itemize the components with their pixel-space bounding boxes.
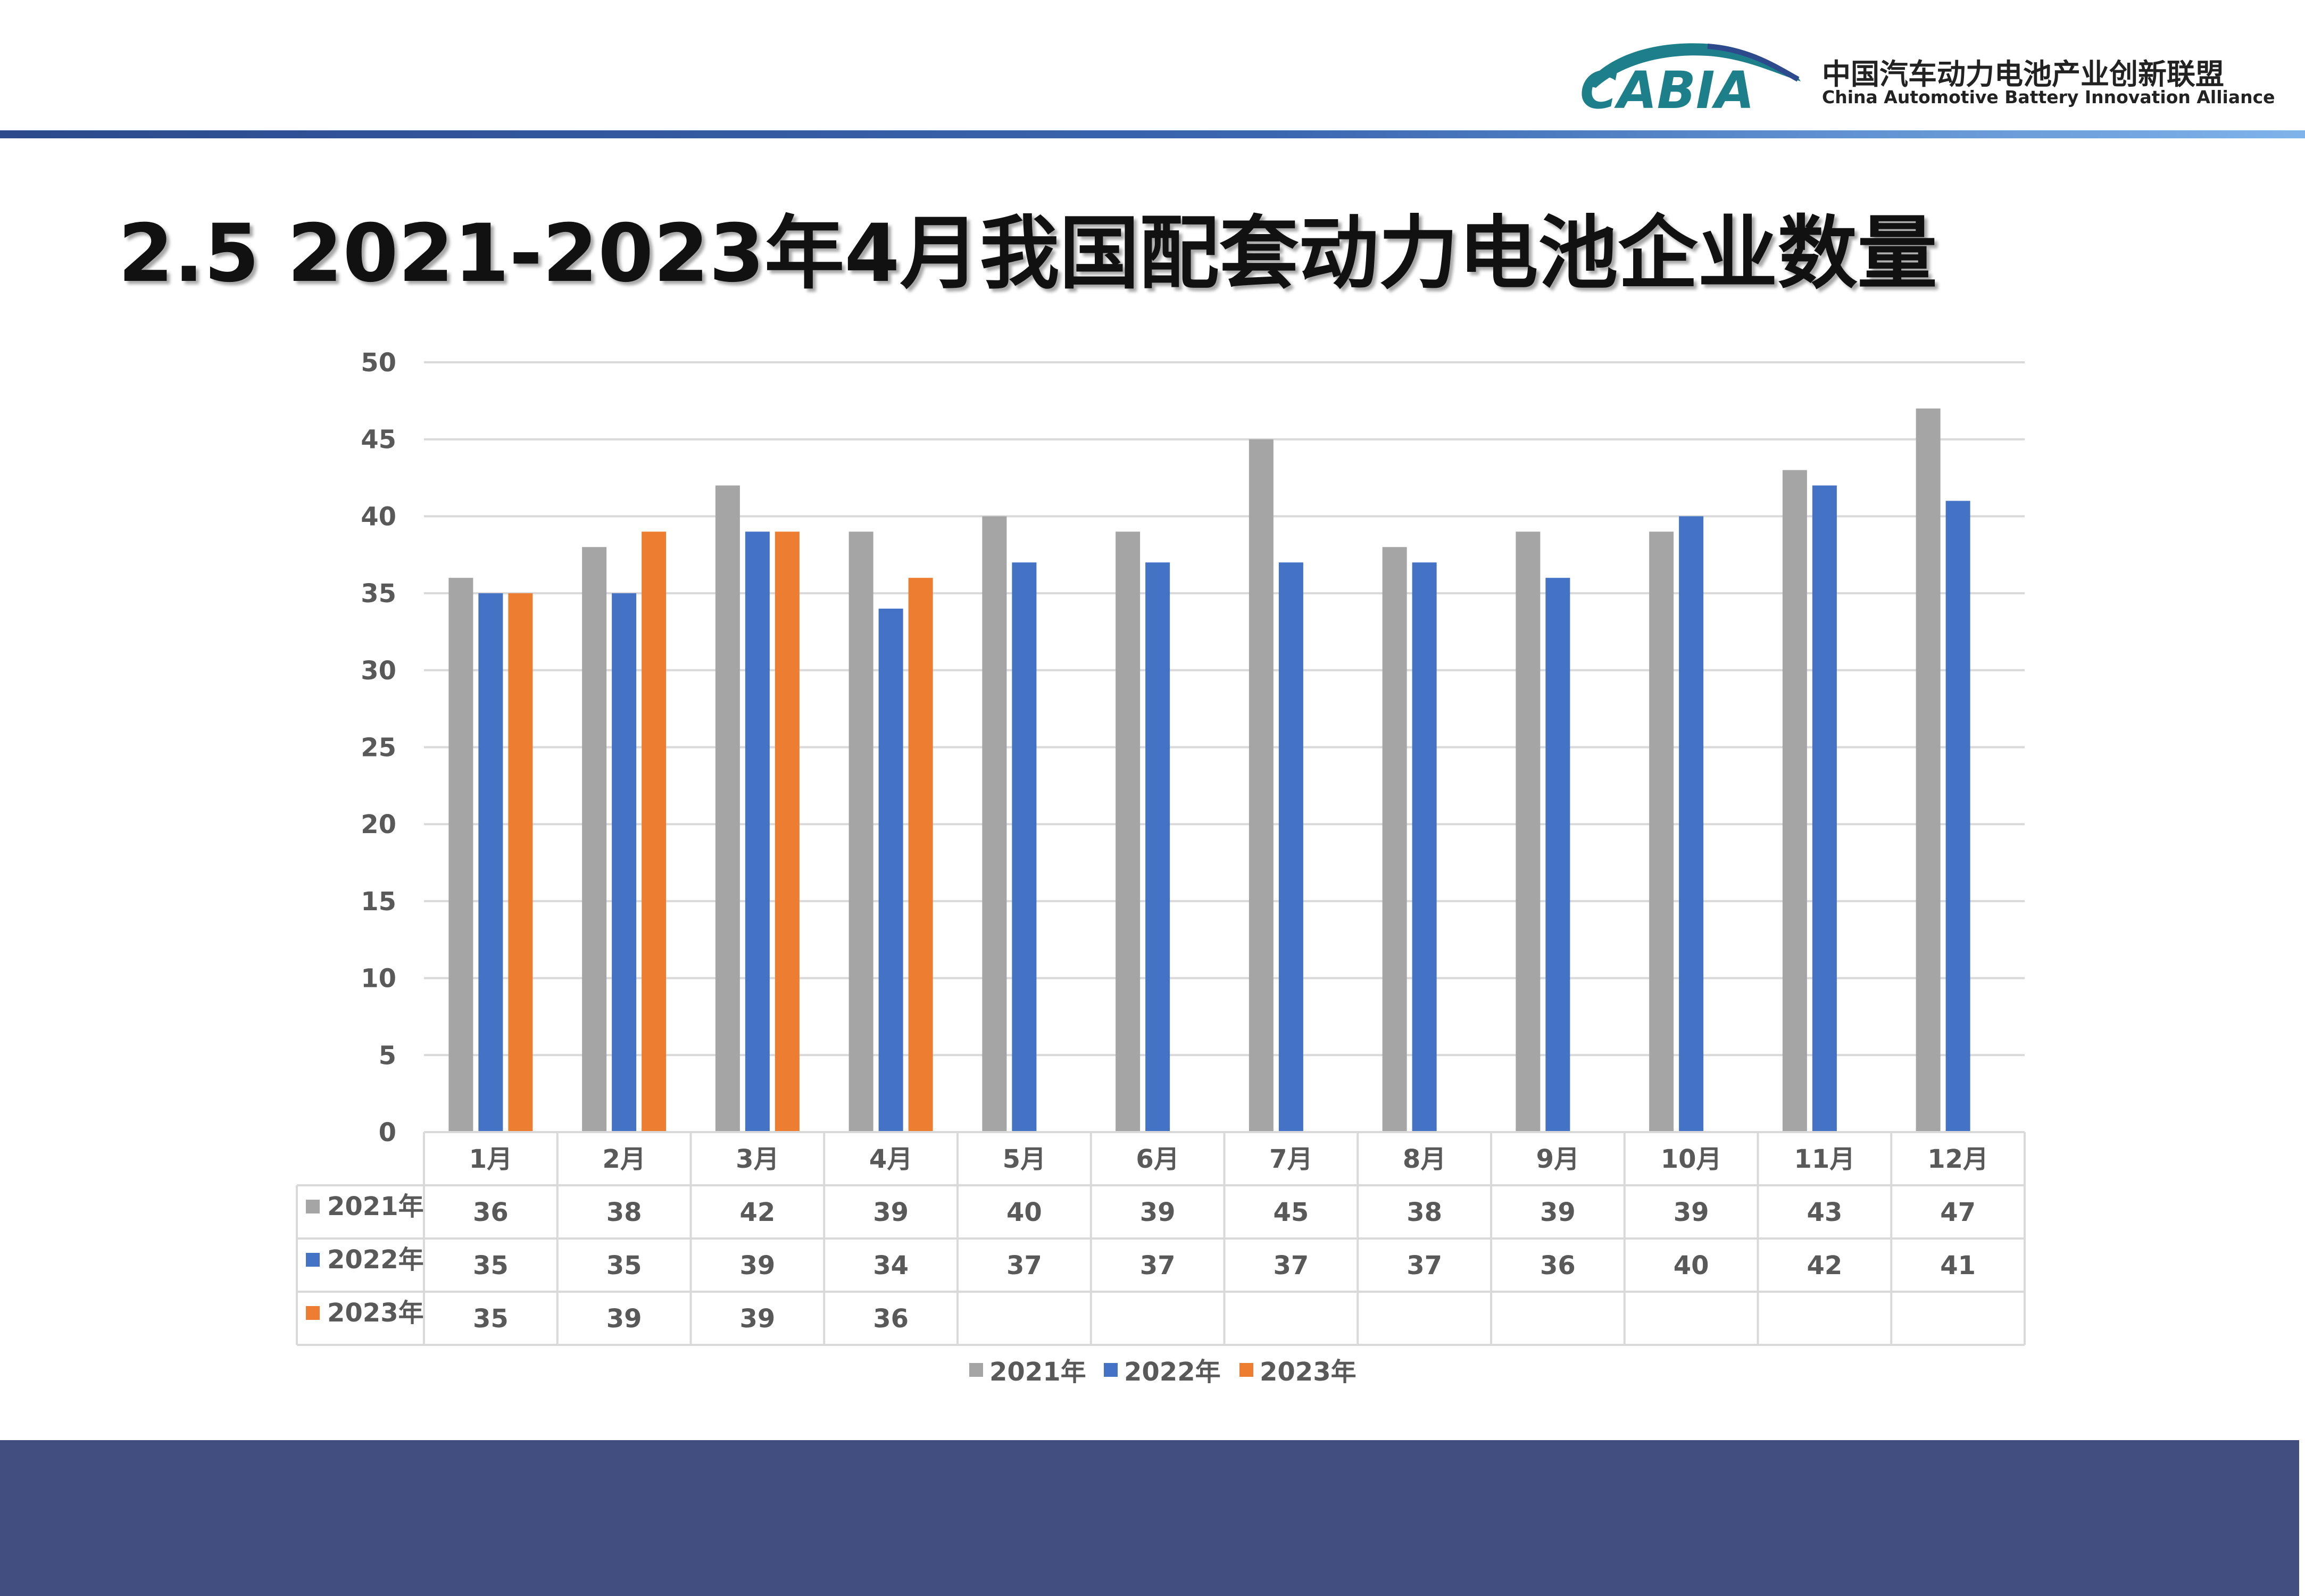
y-tick-label: 0 bbox=[379, 1118, 396, 1148]
bar bbox=[745, 531, 770, 1132]
category-label: 4月 bbox=[869, 1144, 912, 1174]
table-cell-value: 40 bbox=[1674, 1251, 1709, 1281]
table-cell-value: 35 bbox=[473, 1304, 509, 1334]
category-label: 7月 bbox=[1269, 1144, 1312, 1174]
table-cell-value: 37 bbox=[1273, 1251, 1309, 1281]
series-row-label: 2023年 bbox=[327, 1298, 424, 1328]
category-label: 2月 bbox=[602, 1144, 645, 1174]
bar bbox=[1812, 485, 1837, 1132]
y-tick-label: 10 bbox=[361, 964, 396, 994]
table-cell-value: 45 bbox=[1273, 1198, 1309, 1227]
bar bbox=[1116, 531, 1141, 1132]
cabia-logo: CABIA bbox=[1580, 43, 1801, 120]
category-label: 11月 bbox=[1794, 1144, 1855, 1174]
bar bbox=[1145, 562, 1170, 1132]
table-cell-value: 39 bbox=[1674, 1198, 1709, 1227]
table-cell-value: 35 bbox=[473, 1251, 509, 1281]
bar bbox=[848, 531, 873, 1132]
legend-label: 2021年 bbox=[989, 1357, 1086, 1387]
bar bbox=[1916, 408, 1941, 1132]
bar bbox=[1012, 562, 1037, 1132]
bar bbox=[715, 485, 740, 1132]
category-label: 3月 bbox=[736, 1144, 779, 1174]
bar bbox=[1649, 531, 1674, 1132]
bar bbox=[1782, 470, 1807, 1132]
legend-swatch bbox=[969, 1363, 983, 1377]
org-name-en: China Automotive Battery Innovation Alli… bbox=[1822, 87, 2275, 107]
bar bbox=[1545, 578, 1570, 1132]
legend-swatch bbox=[1239, 1363, 1253, 1377]
table-cell-value: 39 bbox=[1540, 1198, 1576, 1227]
y-tick-label: 30 bbox=[361, 656, 396, 686]
bar bbox=[908, 578, 933, 1132]
table-cell-value: 36 bbox=[1540, 1251, 1576, 1281]
table-cell-value: 41 bbox=[1940, 1251, 1976, 1281]
bar-chart: 0 5 10 15 20 25 30 35 40 45 50 1月 2月 3月 4月 5月 6月 7月 8月 9月 10… bbox=[296, 348, 2026, 1387]
table-cell-value: 39 bbox=[739, 1251, 775, 1281]
footer-band bbox=[0, 1440, 2299, 1596]
legend-label: 2022年 bbox=[1124, 1357, 1221, 1387]
category-label: 9月 bbox=[1536, 1144, 1579, 1174]
org-name-cn: 中国汽车动力电池产业创新联盟 bbox=[1822, 57, 2224, 91]
category-label: 12月 bbox=[1927, 1144, 1988, 1174]
category-label: 10月 bbox=[1661, 1144, 1722, 1174]
bar bbox=[1382, 547, 1407, 1132]
bar bbox=[1412, 562, 1437, 1132]
bar bbox=[1679, 516, 1704, 1132]
table-cell-value: 35 bbox=[606, 1251, 642, 1281]
header-accent-bar bbox=[0, 130, 2305, 138]
table-cell-value: 39 bbox=[873, 1198, 909, 1227]
bar bbox=[982, 516, 1007, 1132]
table-cell-value: 36 bbox=[873, 1304, 909, 1334]
table-cell-value: 47 bbox=[1940, 1198, 1976, 1227]
table-cell-value: 37 bbox=[1140, 1251, 1176, 1281]
series-row-label: 2021年 bbox=[327, 1192, 424, 1221]
series-row-label: 2022年 bbox=[327, 1245, 424, 1275]
bar bbox=[1278, 562, 1303, 1132]
table-cell-value: 37 bbox=[1407, 1251, 1442, 1281]
y-tick-label: 45 bbox=[361, 425, 396, 455]
table-cell-value: 39 bbox=[606, 1304, 642, 1334]
bar bbox=[878, 609, 903, 1132]
legend-label: 2023年 bbox=[1260, 1357, 1357, 1387]
bar bbox=[612, 593, 637, 1132]
table-cell-value: 38 bbox=[1407, 1198, 1442, 1227]
table-cell-value: 40 bbox=[1006, 1198, 1042, 1227]
y-tick-label: 25 bbox=[361, 733, 396, 763]
bar bbox=[478, 593, 503, 1132]
y-tick-label: 20 bbox=[361, 810, 396, 839]
bar bbox=[1945, 501, 1970, 1133]
table-cell-value: 42 bbox=[1807, 1251, 1842, 1281]
table-cell-value: 39 bbox=[1140, 1198, 1176, 1227]
bar bbox=[508, 593, 533, 1132]
category-label: 6月 bbox=[1136, 1144, 1179, 1174]
logo-mark: CABIA bbox=[1580, 61, 1754, 120]
table-cell-value: 43 bbox=[1807, 1198, 1842, 1227]
category-label: 5月 bbox=[1003, 1144, 1046, 1174]
table-cell-value: 34 bbox=[873, 1251, 909, 1281]
category-label: 1月 bbox=[469, 1144, 512, 1174]
page-title: 2.5 2021-2023年4月我国配套动力电池企业数量 bbox=[118, 207, 1937, 300]
bar bbox=[448, 578, 473, 1132]
bar bbox=[1249, 439, 1274, 1133]
table-cell-value: 37 bbox=[1006, 1251, 1042, 1281]
bar bbox=[582, 547, 607, 1132]
legend-key-swatch bbox=[306, 1200, 320, 1213]
y-tick-label: 15 bbox=[361, 887, 396, 917]
y-tick-label: 50 bbox=[361, 348, 396, 378]
legend-key-swatch bbox=[306, 1306, 320, 1320]
y-tick-label: 35 bbox=[361, 579, 396, 609]
legend-swatch bbox=[1104, 1363, 1118, 1377]
table-cell-value: 42 bbox=[739, 1198, 775, 1227]
bar bbox=[1516, 531, 1541, 1132]
table-cell-value: 39 bbox=[739, 1304, 775, 1334]
bar bbox=[775, 531, 800, 1132]
table-cell-value: 36 bbox=[473, 1198, 509, 1227]
y-tick-label: 40 bbox=[361, 502, 396, 531]
table-cell-value: 38 bbox=[606, 1198, 642, 1227]
y-tick-label: 5 bbox=[379, 1041, 396, 1070]
category-label: 8月 bbox=[1403, 1144, 1446, 1174]
bar bbox=[642, 531, 667, 1132]
legend-key-swatch bbox=[306, 1253, 320, 1267]
